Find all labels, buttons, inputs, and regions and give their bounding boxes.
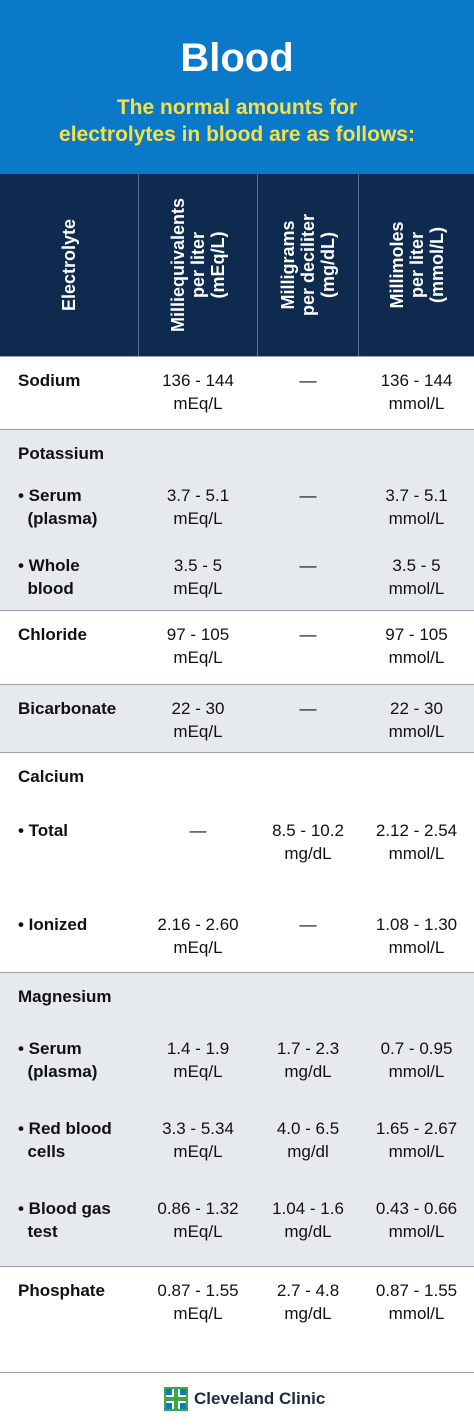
row-label: • Red blood cells xyxy=(18,1119,112,1161)
mmol-value: 1.08 - 1.30 mmol/L xyxy=(375,915,458,957)
meq-value: 0.86 - 1.32 mEq/L xyxy=(157,1199,239,1241)
row-label: Phosphate xyxy=(18,1281,105,1300)
group-label: Potassium xyxy=(18,444,104,463)
cleveland-clinic-logo-icon xyxy=(164,1387,188,1411)
row-label: • Serum (plasma) xyxy=(18,1039,98,1081)
mmol-value: 1.65 - 2.67 mmol/L xyxy=(375,1119,458,1161)
page-title: Blood xyxy=(180,36,294,80)
meq-value: 0.87 - 1.55 mEq/L xyxy=(157,1281,239,1323)
row-label: • Total xyxy=(18,821,69,840)
mmol-value: 3.7 - 5.1 mmol/L xyxy=(385,486,448,528)
column-header-mmol: Millimoles per liter (mmol/L) xyxy=(386,221,447,309)
table-row-chloride: Chloride 97 - 105 mEq/L — 97 - 105 mmol/… xyxy=(0,610,474,684)
row-label: • Blood gas test xyxy=(18,1199,111,1241)
row-label: • Ionized xyxy=(18,915,88,934)
mmol-value: 0.43 - 0.66 mmol/L xyxy=(375,1199,458,1241)
table-row-phosphate: Phosphate 0.87 - 1.55 mEq/L 2.7 - 4.8 mg… xyxy=(0,1266,474,1372)
mg-value: — xyxy=(299,556,317,575)
table-header: Electrolyte Milliequivalents per liter (… xyxy=(0,174,474,356)
page-subtitle: The normal amounts for electrolytes in b… xyxy=(59,96,415,146)
group-label: Calcium xyxy=(18,767,85,786)
mg-value: 1.04 - 1.6 mg/dL xyxy=(272,1199,344,1241)
table-group-potassium: Potassium • Serum (plasma) 3.7 - 5.1 mEq… xyxy=(0,429,474,610)
meq-value: 3.7 - 5.1 mEq/L xyxy=(166,486,230,528)
page-footer: Cleveland Clinic xyxy=(0,1372,474,1427)
mg-value: — xyxy=(299,625,317,644)
meq-value: 136 - 144 mEq/L xyxy=(162,371,234,413)
mg-value: 4.0 - 6.5 mg/dl xyxy=(276,1119,340,1161)
meq-value: 22 - 30 mEq/L xyxy=(171,699,225,741)
table-row-sodium: Sodium 136 - 144 mEq/L — 136 - 144 mmol/… xyxy=(0,356,474,429)
page-header: Blood The normal amounts for electrolyte… xyxy=(0,0,474,174)
meq-value: 97 - 105 mEq/L xyxy=(166,625,230,667)
mg-value: 8.5 - 10.2 mg/dL xyxy=(272,821,344,863)
mg-value: — xyxy=(299,915,317,934)
mmol-value: 3.5 - 5 mmol/L xyxy=(388,556,445,598)
table-row-bicarbonate: Bicarbonate 22 - 30 mEq/L — 22 - 30 mmol… xyxy=(0,684,474,752)
mg-value: — xyxy=(299,699,317,718)
mmol-value: 0.87 - 1.55 mmol/L xyxy=(375,1281,458,1323)
table-group-magnesium: Magnesium • Serum (plasma) 1.4 - 1.9 mEq… xyxy=(0,972,474,1266)
mmol-value: 136 - 144 mmol/L xyxy=(380,371,453,413)
meq-value: 1.4 - 1.9 mEq/L xyxy=(166,1039,230,1081)
mmol-value: 22 - 30 mmol/L xyxy=(388,699,445,741)
meq-value: 2.16 - 2.60 mEq/L xyxy=(157,915,239,957)
mmol-value: 2.12 - 2.54 mmol/L xyxy=(375,821,458,863)
row-label: Chloride xyxy=(18,625,87,644)
mmol-value: 97 - 105 mmol/L xyxy=(385,625,448,667)
meq-value: 3.3 - 5.34 mEq/L xyxy=(162,1119,234,1161)
row-label: • Whole blood xyxy=(18,556,80,598)
table-group-calcium: Calcium • Total — 8.5 - 10.2 mg/dL 2.12 … xyxy=(0,752,474,972)
mg-value: — xyxy=(299,486,317,505)
meq-value: 3.5 - 5 mEq/L xyxy=(173,556,223,598)
column-header-meq: Milliequivalents per liter (mEq/L) xyxy=(168,197,228,333)
column-header-mg: Milligrams per deciliter (mg/dL) xyxy=(278,213,338,317)
group-label: Magnesium xyxy=(18,987,112,1006)
column-header-electrolyte: Electrolyte xyxy=(59,218,79,312)
mmol-value: 0.7 - 0.95 mmol/L xyxy=(380,1039,453,1081)
mg-value: 1.7 - 2.3 mg/dL xyxy=(276,1039,340,1081)
meq-value: — xyxy=(189,821,207,840)
row-label: Sodium xyxy=(18,371,81,390)
mg-value: — xyxy=(299,371,317,390)
row-label: • Serum (plasma) xyxy=(18,486,98,528)
brand-name: Cleveland Clinic xyxy=(194,1389,326,1408)
row-label: Bicarbonate xyxy=(18,699,117,718)
mg-value: 2.7 - 4.8 mg/dL xyxy=(276,1281,340,1323)
